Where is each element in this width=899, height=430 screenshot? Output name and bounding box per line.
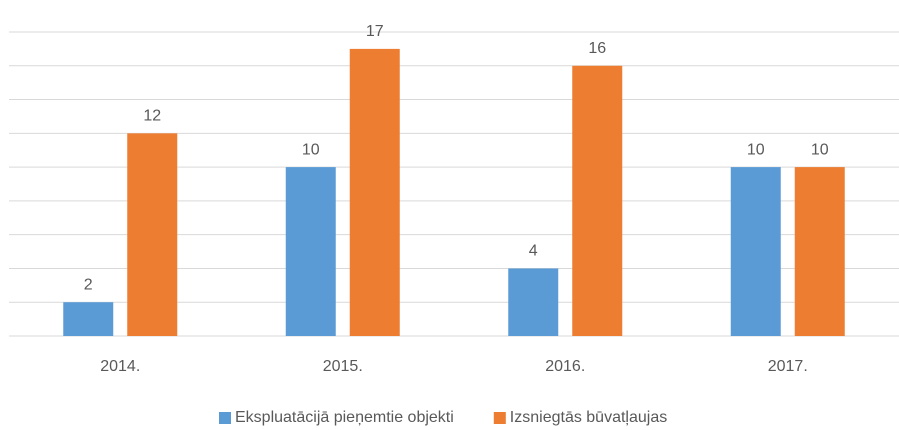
bar (63, 302, 114, 336)
bar (794, 167, 845, 336)
bar (127, 133, 178, 336)
x-tick-label: 2016. (545, 358, 585, 375)
bar (730, 167, 781, 336)
legend-label: Izsniegtās būvatļaujas (510, 409, 667, 426)
x-tick-label: 2017. (768, 358, 808, 375)
data-label: 4 (529, 243, 538, 260)
data-label: 2 (84, 276, 93, 293)
data-label: 10 (747, 141, 765, 158)
bar (349, 48, 400, 337)
data-label: 10 (811, 141, 829, 158)
data-label: 12 (143, 108, 161, 125)
data-label: 16 (588, 40, 606, 57)
bar (508, 268, 559, 336)
legend-swatch (219, 412, 231, 424)
data-label: 10 (302, 141, 320, 158)
x-tick-label: 2014. (100, 358, 140, 375)
data-label: 17 (366, 23, 384, 40)
legend-swatch (493, 412, 506, 424)
bar (572, 65, 623, 337)
bar (285, 167, 336, 336)
legend-label: Ekspluatācijā pieņemtie objekti (235, 409, 454, 426)
x-tick-label: 2015. (323, 358, 363, 375)
